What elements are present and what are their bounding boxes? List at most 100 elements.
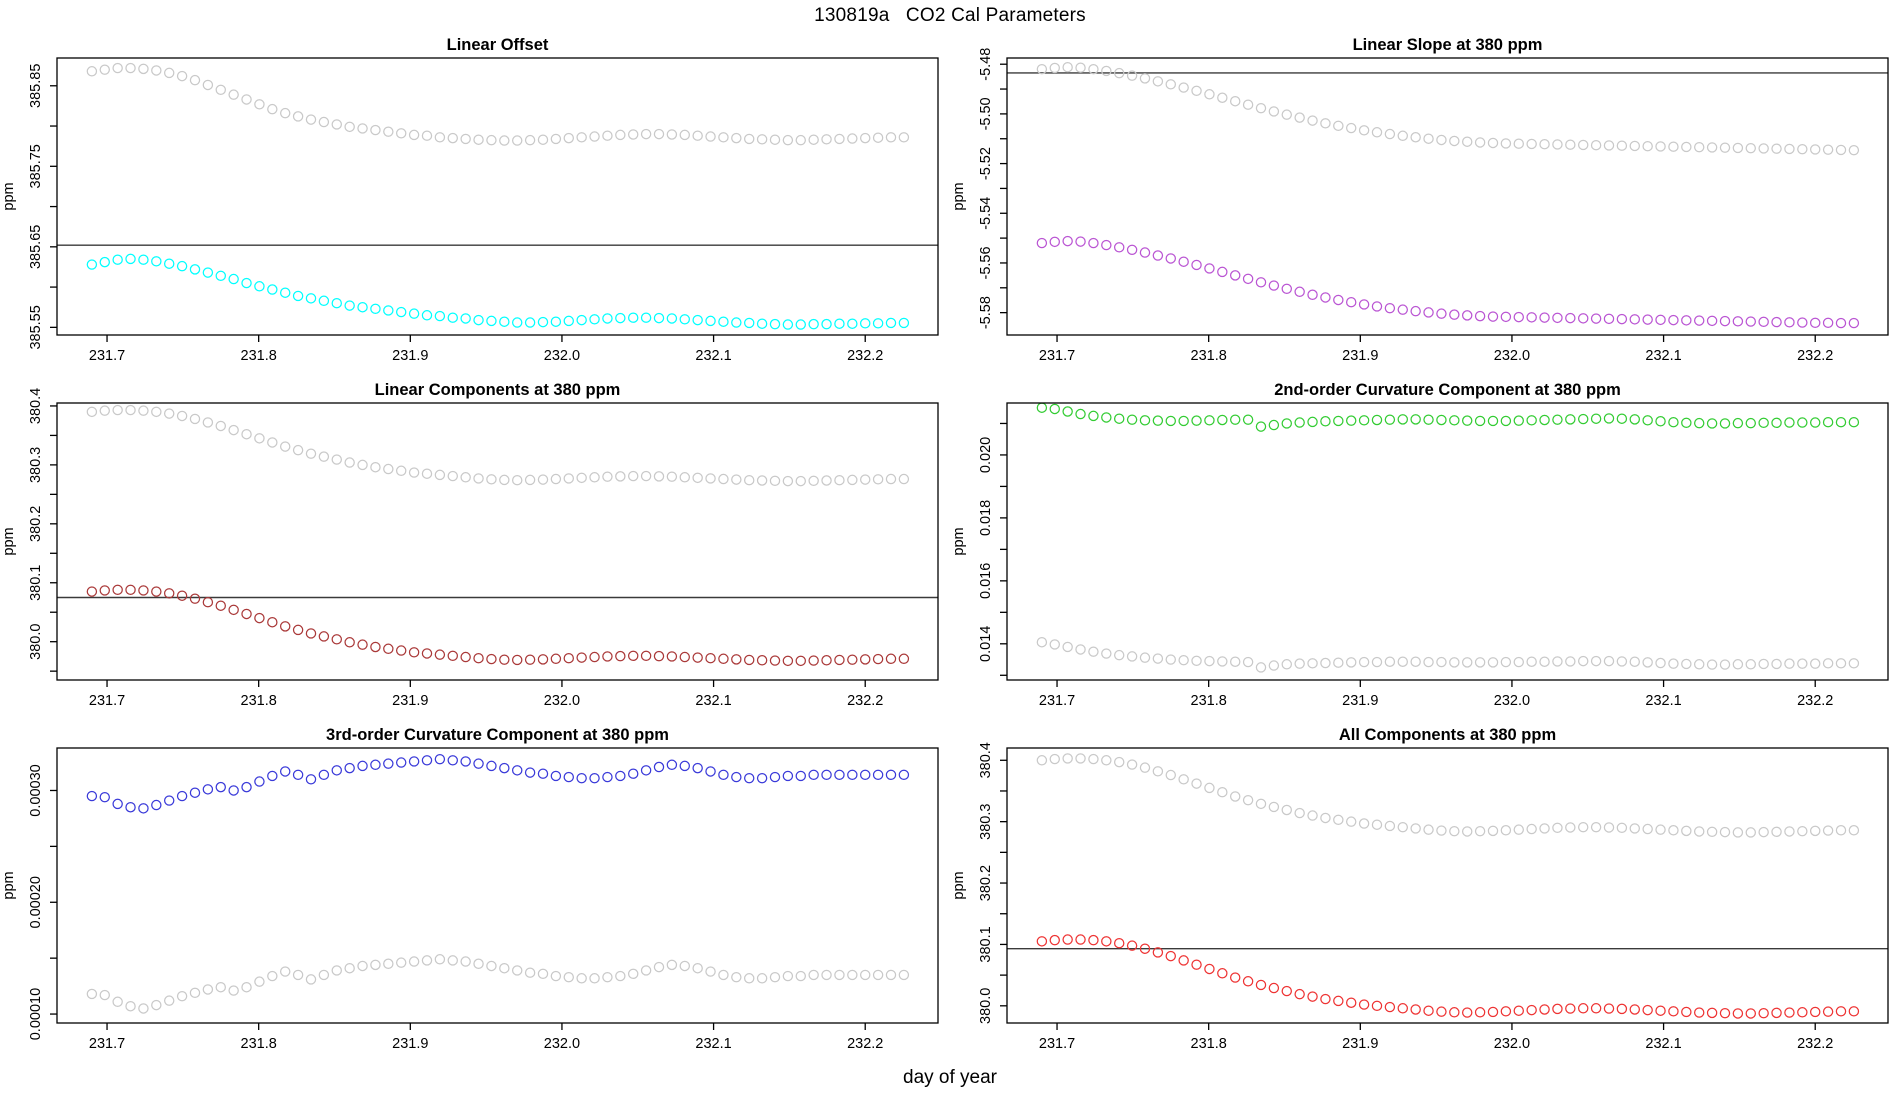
data-point bbox=[344, 637, 355, 648]
data-point bbox=[1758, 658, 1769, 670]
data-point bbox=[215, 781, 226, 793]
data-point bbox=[460, 313, 471, 324]
data-point bbox=[1642, 140, 1653, 152]
data-point bbox=[1693, 141, 1705, 153]
data-point bbox=[718, 316, 729, 327]
data-point bbox=[1745, 827, 1756, 838]
data-point bbox=[1809, 1006, 1821, 1018]
data-point bbox=[705, 315, 716, 327]
data-point bbox=[86, 66, 98, 77]
data-point bbox=[1358, 299, 1370, 310]
data-point bbox=[1706, 826, 1718, 838]
data-point bbox=[460, 651, 471, 663]
data-point bbox=[1178, 774, 1189, 785]
data-point bbox=[1552, 139, 1563, 150]
data-point bbox=[898, 317, 910, 329]
data-point bbox=[1165, 415, 1176, 427]
data-point bbox=[1101, 65, 1112, 77]
data-point bbox=[1075, 934, 1086, 945]
data-point bbox=[1165, 253, 1176, 264]
data-point bbox=[486, 474, 497, 485]
data-point bbox=[743, 474, 755, 486]
series-gray-linear-components bbox=[86, 404, 910, 487]
data-point bbox=[1513, 415, 1524, 426]
data-point bbox=[1371, 656, 1383, 668]
panel-title: Linear Components at 380 ppm bbox=[375, 381, 621, 399]
data-point bbox=[1771, 826, 1782, 838]
data-point bbox=[1771, 417, 1782, 429]
y-tick-label: 380.2 bbox=[978, 865, 994, 901]
data-point bbox=[460, 956, 471, 967]
data-point bbox=[1474, 657, 1486, 668]
data-point bbox=[808, 969, 819, 981]
data-point bbox=[1371, 301, 1383, 312]
data-point bbox=[1294, 658, 1305, 669]
data-point bbox=[1255, 798, 1267, 810]
data-point bbox=[1152, 947, 1164, 958]
data-point bbox=[1590, 313, 1602, 324]
data-point bbox=[1809, 417, 1821, 428]
data-point bbox=[756, 655, 768, 666]
data-point bbox=[1629, 823, 1640, 834]
data-point bbox=[898, 653, 910, 665]
data-point bbox=[1410, 1004, 1421, 1015]
x-tick-label: 232.1 bbox=[695, 1036, 731, 1052]
data-point bbox=[1333, 657, 1344, 668]
data-point bbox=[267, 617, 278, 628]
data-point bbox=[1178, 654, 1189, 666]
data-point bbox=[769, 475, 781, 487]
data-point bbox=[1616, 656, 1628, 667]
data-point bbox=[692, 652, 703, 663]
y-axis: 380.0 380.1 380.2 380.3 380.4 bbox=[28, 388, 57, 672]
y-axis: -5.58 -5.56 -5.54 -5.52 -5.50 -5.48 bbox=[978, 48, 1007, 329]
data-point bbox=[267, 103, 278, 115]
data-point bbox=[267, 437, 278, 448]
series-red-all-components bbox=[1036, 934, 1860, 1019]
data-point bbox=[821, 475, 832, 486]
data-point bbox=[1629, 314, 1640, 325]
data-point bbox=[782, 134, 794, 146]
data-point bbox=[1784, 143, 1795, 155]
data-point bbox=[228, 785, 239, 796]
y-axis: 0.014 0.016 0.018 0.020 bbox=[978, 422, 1007, 676]
data-point bbox=[872, 653, 884, 665]
data-point bbox=[1822, 825, 1834, 836]
x-tick-label: 231.7 bbox=[1039, 693, 1075, 709]
data-point bbox=[1126, 940, 1138, 951]
data-point bbox=[1603, 1003, 1615, 1014]
data-point bbox=[176, 70, 188, 82]
data-point bbox=[215, 420, 226, 432]
y-tick-label: 380.3 bbox=[978, 804, 994, 840]
data-point bbox=[99, 256, 110, 268]
data-point bbox=[1565, 1003, 1576, 1014]
data-point bbox=[241, 608, 252, 620]
data-point bbox=[782, 475, 794, 487]
data-point bbox=[1191, 959, 1202, 970]
data-point bbox=[1139, 247, 1151, 258]
data-point bbox=[1693, 659, 1705, 670]
data-point bbox=[1036, 237, 1048, 249]
data-point bbox=[383, 463, 394, 475]
data-point bbox=[1526, 138, 1537, 150]
data-point bbox=[1848, 416, 1860, 428]
data-point bbox=[692, 472, 703, 484]
data-point bbox=[859, 318, 871, 329]
y-axis: 0.00010 0.00020 0.00030 bbox=[28, 764, 57, 1040]
data-point bbox=[176, 590, 188, 601]
data-point bbox=[292, 769, 304, 781]
y-axis-title: ppm bbox=[1, 871, 17, 899]
data-point bbox=[1294, 988, 1305, 1000]
data-point bbox=[357, 459, 368, 471]
data-point bbox=[99, 64, 110, 75]
data-point bbox=[1410, 305, 1421, 317]
data-point bbox=[615, 129, 626, 141]
x-tick-label: 232.1 bbox=[1645, 348, 1681, 364]
data-point bbox=[305, 114, 317, 125]
data-point bbox=[1835, 144, 1847, 156]
data-point bbox=[1539, 656, 1550, 667]
data-point bbox=[589, 472, 600, 483]
data-point bbox=[1204, 963, 1215, 975]
data-point bbox=[267, 770, 278, 782]
data-point bbox=[1191, 415, 1202, 426]
data-point bbox=[189, 987, 201, 999]
